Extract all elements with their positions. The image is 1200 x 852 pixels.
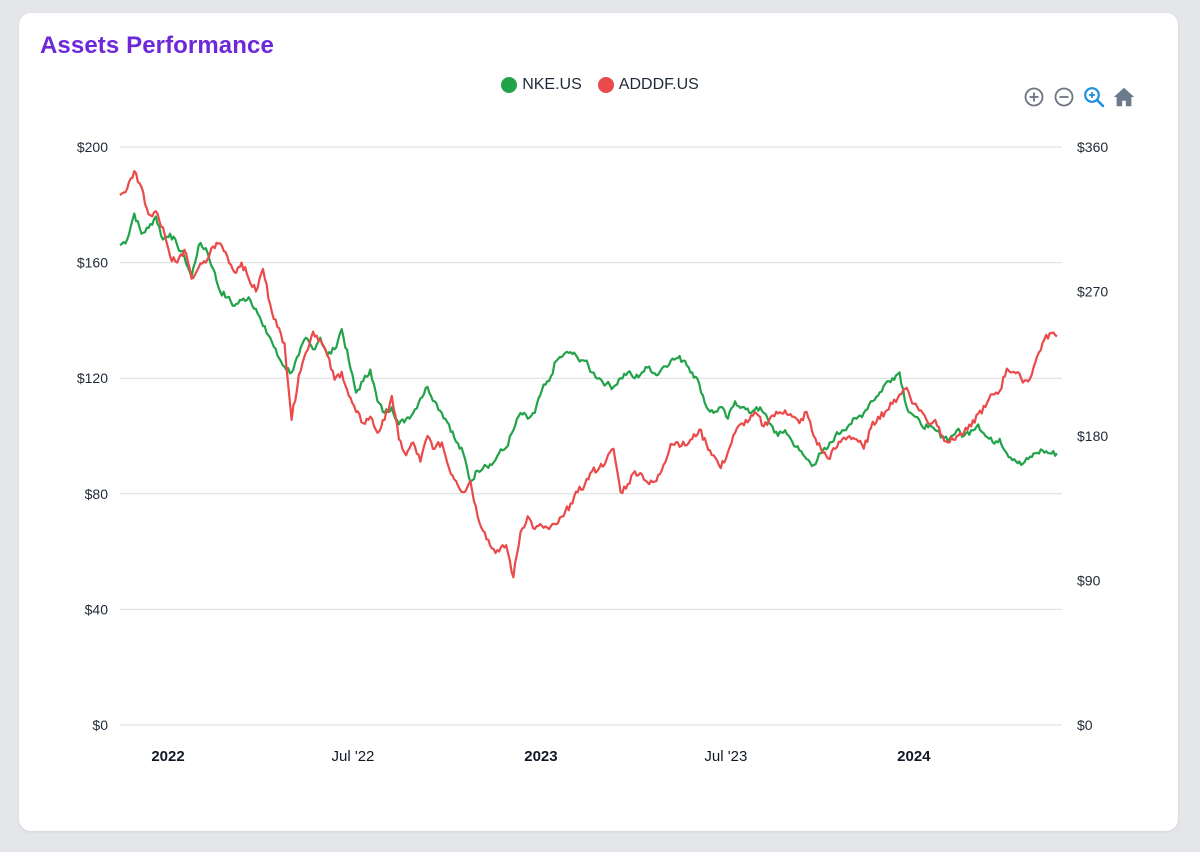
series-line-nke [119, 212, 1058, 484]
y-left-tick-label: $160 [77, 255, 108, 271]
y-right-tick-label: $270 [1077, 284, 1108, 300]
legend-dot-icon [597, 77, 614, 93]
series-line-adddf [119, 170, 1058, 579]
y-left-tick-label: $120 [77, 370, 108, 386]
home-icon[interactable] [1112, 85, 1136, 109]
chart-card [19, 13, 1178, 831]
y-right-tick-label: $360 [1077, 139, 1108, 155]
chart-legend: NKE.US ADDDF.US [0, 76, 1200, 94]
legend-label-adddf: ADDDF.US [618, 76, 699, 93]
y-left-tick-label: $80 [85, 486, 109, 502]
zoom-out-icon[interactable] [1052, 85, 1076, 109]
legend-item-nke[interactable]: NKE.US [501, 76, 582, 94]
x-tick-label: Jul '22 [332, 748, 375, 765]
x-tick-label: 2023 [524, 748, 557, 765]
legend-label-nke: NKE.US [522, 76, 582, 93]
page-title: Assets Performance [40, 32, 274, 59]
magnifier-icon[interactable] [1082, 85, 1106, 109]
zoom-in-icon[interactable] [1022, 85, 1046, 109]
y-left-tick-label: $40 [85, 601, 109, 617]
x-tick-label: Jul '23 [704, 748, 747, 765]
y-left-tick-label: $200 [77, 139, 108, 155]
chart-toolbar [1022, 84, 1136, 110]
y-right-tick-label: $180 [1077, 428, 1108, 444]
legend-item-adddf[interactable]: ADDDF.US [597, 76, 699, 94]
legend-dot-icon [501, 77, 518, 93]
y-right-tick-label: $0 [1077, 717, 1093, 733]
x-tick-label: 2022 [151, 748, 184, 765]
y-right-tick-label: $90 [1077, 573, 1101, 589]
y-left-tick-label: $0 [92, 717, 108, 733]
x-tick-label: 2024 [897, 748, 931, 765]
